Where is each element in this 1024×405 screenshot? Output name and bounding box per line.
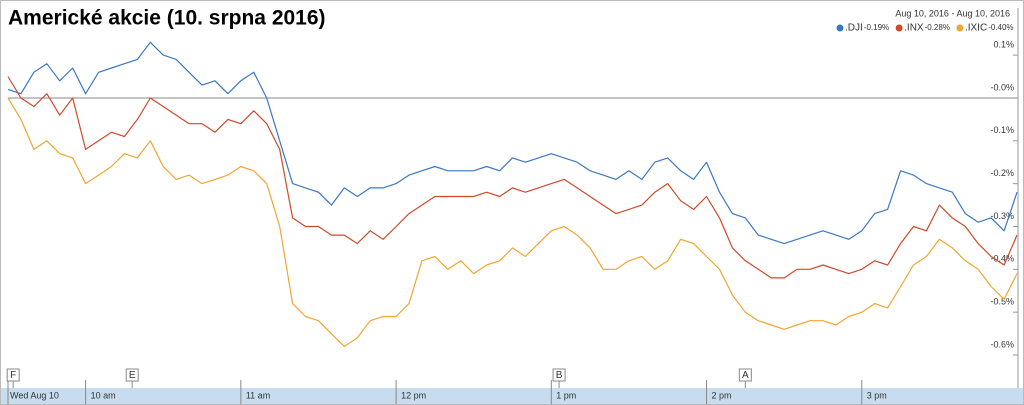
- y-tick-label: -0.5%: [990, 297, 1014, 307]
- legend-dot: [895, 24, 903, 32]
- annotation-flag: [6, 368, 20, 382]
- y-tick-label: -0.4%: [990, 254, 1014, 264]
- annotation-label: F: [10, 370, 16, 381]
- annotation-label: E: [129, 370, 136, 381]
- series-line: [7, 76, 1018, 279]
- legend-change: -0.28%: [925, 23, 950, 32]
- legend-dot: [836, 24, 844, 32]
- legend-name: .IXIC: [965, 23, 987, 34]
- x-tick-label: 10 am: [91, 390, 116, 400]
- y-tick-label: -0.6%: [990, 339, 1014, 349]
- annotation-label: A: [742, 370, 749, 381]
- x-tick-label: 3 pm: [867, 390, 887, 400]
- legend-change: -0.40%: [988, 23, 1013, 32]
- x-tick-label: 1 pm: [556, 390, 576, 400]
- series-line: [7, 97, 1018, 347]
- annotation-flag: [125, 368, 139, 382]
- y-tick-label: -0.0%: [990, 82, 1014, 92]
- annotation-flag: [552, 368, 566, 382]
- legend-name: .INX: [904, 23, 924, 34]
- y-tick-label: -0.3%: [990, 211, 1014, 221]
- legend-dot: [956, 24, 964, 32]
- chart-title: Americké akcie (10. srpna 2016): [8, 7, 326, 30]
- y-tick-label: 0.1%: [993, 40, 1014, 50]
- annotation-label: B: [556, 370, 563, 381]
- x-tick-label: 11 am: [246, 390, 270, 400]
- annotation-flag: [738, 368, 752, 382]
- y-tick-label: -0.2%: [990, 168, 1014, 178]
- series-line: [7, 41, 1018, 245]
- legend-change: -0.19%: [864, 23, 889, 32]
- date-range: Aug 10, 2016 - Aug 10, 2016: [895, 8, 1010, 18]
- x-tick-label: 2 pm: [712, 390, 732, 400]
- x-tick-label: 12 pm: [401, 390, 426, 400]
- y-tick-label: -0.1%: [990, 125, 1014, 135]
- time-axis-strip: [1, 388, 1023, 404]
- x-tick-label: Wed Aug 10: [10, 390, 59, 400]
- legend-name: .DJI: [845, 23, 863, 34]
